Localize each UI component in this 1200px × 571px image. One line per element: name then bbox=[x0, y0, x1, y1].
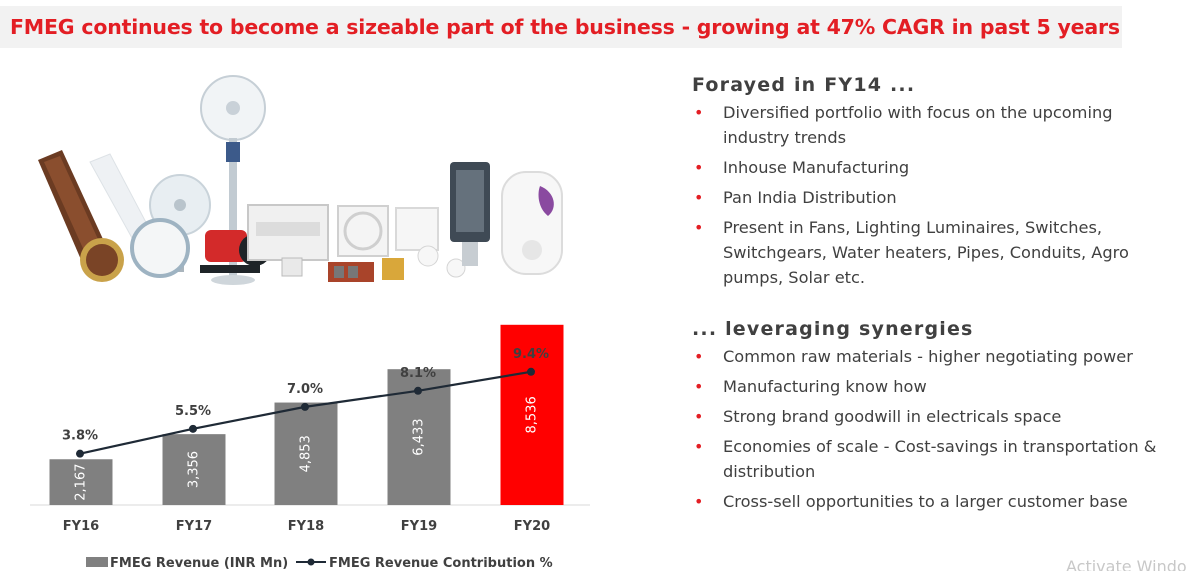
bullet-item: • Diversified portfolio with focus on the… bbox=[692, 100, 1172, 150]
bar-value-label: 8,536 bbox=[525, 396, 540, 433]
line-point bbox=[76, 449, 84, 458]
labels-layer: 2,167 FY16 3,356 FY17 4,853 FY18 6,433 FY19 8,53… bbox=[62, 347, 550, 534]
bullet-dot-icon: • bbox=[694, 437, 704, 456]
ceiling-fan-blade-icon bbox=[38, 150, 124, 282]
legend-bar-label: FMEG Revenue (INR Mn) bbox=[110, 556, 288, 571]
bullet-dot-icon: • bbox=[694, 347, 704, 366]
bullet-item: • Common raw materials - higher negotiati… bbox=[692, 344, 1172, 369]
line-value-label: 5.5% bbox=[175, 404, 211, 419]
line-value-label: 7.0% bbox=[287, 382, 323, 397]
x-tick-label: FY18 bbox=[288, 519, 324, 534]
activation-watermark: Activate Windo bbox=[1066, 557, 1187, 571]
bullet-dot-icon: • bbox=[694, 407, 704, 426]
bullet-dot-icon: • bbox=[694, 492, 704, 511]
water-heater-icon bbox=[501, 171, 563, 275]
line-value-label: 8.1% bbox=[400, 366, 436, 381]
led-bulb-icon-2 bbox=[446, 258, 466, 278]
line-value-label: 9.4% bbox=[513, 347, 549, 362]
line-point bbox=[414, 386, 422, 395]
foray-heading: Forayed in FY14 ... bbox=[692, 74, 916, 96]
square-panel-light-icon bbox=[395, 207, 439, 251]
line-value-label: 3.8% bbox=[62, 429, 98, 444]
product-collage-image bbox=[38, 75, 563, 285]
bar-value-label: 3,356 bbox=[187, 451, 202, 488]
round-panel-light-icon bbox=[130, 218, 190, 278]
bullet-dot-icon: • bbox=[694, 158, 704, 177]
line-point bbox=[189, 424, 197, 433]
x-tick-label: FY17 bbox=[176, 519, 212, 534]
bullet-item: • Cross-sell opportunities to a larger cu… bbox=[692, 489, 1172, 514]
pedestal-fan-icon bbox=[200, 75, 266, 285]
fmeg-revenue-chart: 2,167 FY16 3,356 FY17 4,853 FY18 6,433 FY19 8,53… bbox=[30, 324, 590, 571]
modular-switch-icon bbox=[328, 258, 404, 282]
foray-section: Forayed in FY14 ... • Diversified portfol… bbox=[692, 74, 1172, 295]
bar-value-label: 4,853 bbox=[299, 435, 314, 472]
line-layer bbox=[76, 367, 535, 458]
bullet-item: • Manufacturing know how bbox=[692, 374, 1172, 399]
line-point bbox=[527, 367, 535, 376]
bullet-dot-icon: • bbox=[694, 377, 704, 396]
legend-line-marker bbox=[307, 558, 315, 566]
bullet-dot-icon: • bbox=[694, 218, 704, 237]
chart-legend: FMEG Revenue (INR Mn) FMEG Revenue Contr… bbox=[86, 556, 553, 571]
bars-layer bbox=[30, 324, 590, 506]
slide-title: FMEG continues to become a sizeable part… bbox=[10, 15, 1120, 39]
distribution-board-icon bbox=[247, 204, 329, 277]
street-light-icon bbox=[450, 162, 490, 266]
x-tick-label: FY16 bbox=[63, 519, 99, 534]
title-bar: FMEG continues to become a sizeable part… bbox=[0, 6, 1122, 48]
synergies-bullet-list: • Common raw materials - higher negotiati… bbox=[692, 344, 1172, 514]
line-point bbox=[301, 402, 309, 411]
bullet-dot-icon: • bbox=[694, 103, 704, 122]
bar-fy18 bbox=[274, 402, 338, 505]
legend-bar-swatch bbox=[86, 557, 108, 567]
x-tick-label: FY19 bbox=[401, 519, 437, 534]
synergies-section: ... leveraging synergies • Common raw mat… bbox=[692, 318, 1172, 519]
bar-value-label: 2,167 bbox=[74, 464, 89, 501]
bullet-item: • Inhouse Manufacturing bbox=[692, 155, 1172, 180]
synergies-heading: ... leveraging synergies bbox=[692, 318, 974, 340]
led-bulb-icon bbox=[417, 245, 439, 267]
exhaust-fan-icon bbox=[337, 205, 389, 257]
bar-value-label: 6,433 bbox=[412, 418, 427, 455]
bullet-item: • Pan India Distribution bbox=[692, 185, 1172, 210]
bullet-item: • Strong brand goodwill in electricals sp… bbox=[692, 404, 1172, 429]
bar-fy16 bbox=[49, 459, 113, 505]
foray-bullet-list: • Diversified portfolio with focus on the… bbox=[692, 100, 1172, 290]
bullet-item: • Economies of scale - Cost-savings in tr… bbox=[692, 434, 1172, 484]
bar-fy20 bbox=[500, 324, 564, 505]
bar-fy17 bbox=[162, 434, 226, 505]
x-tick-label: FY20 bbox=[514, 519, 550, 534]
legend-line-label: FMEG Revenue Contribution % bbox=[329, 556, 553, 571]
bullet-item: • Present in Fans, Lighting Luminaires, S… bbox=[692, 215, 1172, 290]
bullet-dot-icon: • bbox=[694, 188, 704, 207]
